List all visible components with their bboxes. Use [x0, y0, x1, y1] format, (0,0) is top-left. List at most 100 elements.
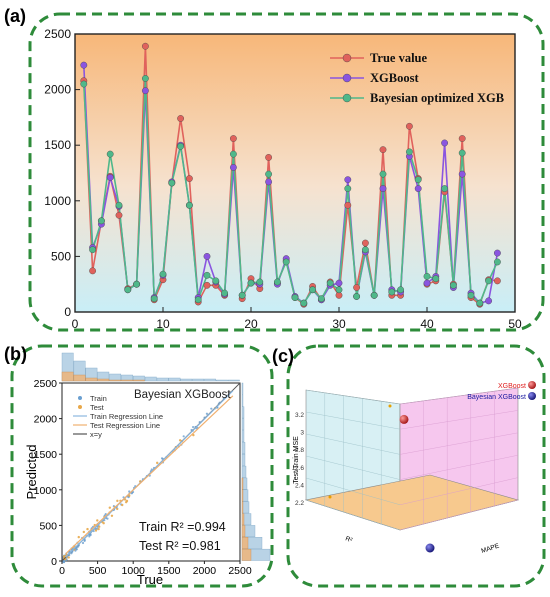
- y-tick-label: 0: [51, 556, 57, 568]
- data-point-0: [379, 146, 387, 154]
- x-tick-label: 30: [332, 317, 346, 331]
- panel-b-ylabel: Predicted: [24, 445, 39, 500]
- y-tick-label: 1500: [34, 449, 58, 461]
- data-point-0: [203, 281, 211, 289]
- data-point-2: [493, 258, 501, 266]
- train-point: [182, 435, 185, 438]
- z-tick-label: 3.2: [295, 412, 304, 419]
- data-point-2: [344, 185, 352, 192]
- test-point: [102, 522, 105, 525]
- test-point: [156, 461, 159, 465]
- legend-label: Train Regression Line: [90, 412, 163, 421]
- test-point: [94, 529, 98, 532]
- z-tick-label: 2.6: [295, 465, 304, 472]
- legend-label: XGBoost: [498, 383, 526, 390]
- histogram-bar: [241, 394, 244, 407]
- data-point-1: [485, 297, 492, 305]
- x-tick-label: 40: [420, 317, 434, 331]
- data-point-1: [441, 139, 448, 147]
- data-point-2: [326, 279, 334, 287]
- data-point-2: [335, 286, 343, 294]
- data-point-2: [141, 75, 149, 82]
- train-point: [191, 425, 195, 429]
- data-point-0: [493, 277, 501, 285]
- legend-marker: [78, 405, 82, 409]
- train-point: [106, 517, 109, 520]
- panel-a-label: (a): [4, 6, 26, 26]
- data-point-2: [168, 179, 176, 187]
- bayesian-point: [425, 543, 435, 553]
- histogram-bar: [132, 379, 145, 382]
- data-point-2: [370, 291, 378, 299]
- data-point-2: [291, 294, 299, 301]
- data-point-2: [449, 281, 457, 289]
- data-point-2: [247, 279, 255, 287]
- histogram-bar: [180, 378, 193, 382]
- histogram-bar: [97, 378, 110, 382]
- legend-marker: [342, 73, 352, 83]
- train-point: [62, 559, 66, 562]
- panel-c-chart: 3.232.82.62.42.2 Test/Train MSE MAPE R² …: [293, 381, 536, 555]
- grid-line: [305, 455, 401, 480]
- data-point-2: [476, 299, 484, 307]
- histogram-bar: [241, 406, 245, 419]
- data-point-2: [379, 170, 387, 178]
- data-point-2: [194, 296, 202, 304]
- data-point-1: [335, 279, 343, 287]
- histogram-bar: [241, 513, 245, 526]
- histogram-bar: [241, 382, 244, 395]
- z-tick-label: 2.8: [295, 447, 304, 454]
- data-point-2: [361, 246, 369, 254]
- legend-label: Test: [90, 403, 105, 412]
- legend-marker: [528, 381, 536, 389]
- x-tick-label: 50: [508, 317, 522, 331]
- panel-c-legend: XGBoost Bayesian XGBoost: [467, 381, 536, 401]
- data-point-2: [159, 270, 167, 278]
- grid-line: [305, 477, 401, 505]
- histogram-bar: [241, 454, 246, 466]
- data-point-0: [141, 42, 149, 50]
- histogram-bar: [168, 377, 181, 382]
- grid-line: [305, 389, 401, 405]
- legend-marker: [342, 53, 352, 63]
- panel-a-frame: [28, 12, 545, 332]
- data-point-2: [397, 286, 404, 294]
- data-point-2: [229, 150, 237, 158]
- y-tick-label: 1000: [34, 485, 58, 497]
- data-point-2: [238, 291, 246, 299]
- histogram-bar: [241, 548, 252, 561]
- data-point-2: [485, 277, 492, 285]
- y-tick-label: 2500: [34, 378, 58, 390]
- train-point: [128, 490, 131, 493]
- data-point-2: [441, 185, 448, 192]
- test-point: [124, 500, 128, 504]
- data-point-2: [388, 288, 396, 296]
- data-point-1: [423, 279, 431, 287]
- data-point-1: [80, 61, 88, 69]
- grid-line: [305, 433, 401, 455]
- data-point-1: [379, 185, 387, 192]
- histogram-bar: [85, 377, 98, 382]
- test-point: [97, 527, 100, 531]
- histogram-bar: [241, 430, 245, 443]
- data-point-0: [361, 239, 369, 247]
- data-point-2: [89, 246, 97, 254]
- y-tick-label: 0: [64, 305, 71, 319]
- data-point-2: [212, 277, 220, 285]
- grid-line: [399, 455, 519, 480]
- data-point-2: [185, 201, 193, 209]
- test-point: [82, 530, 86, 534]
- y-tick-label: 500: [51, 249, 71, 263]
- train-point: [81, 541, 85, 545]
- data-point-1: [229, 164, 237, 171]
- legend-label: x=y: [90, 430, 102, 439]
- data-point-1: [414, 185, 422, 192]
- test-point: [178, 439, 182, 442]
- histogram-bar: [109, 379, 122, 382]
- data-point-2: [106, 150, 114, 158]
- z-tick-label: 3: [300, 430, 304, 437]
- data-point-2: [133, 280, 141, 288]
- test-regression-line: [65, 395, 234, 555]
